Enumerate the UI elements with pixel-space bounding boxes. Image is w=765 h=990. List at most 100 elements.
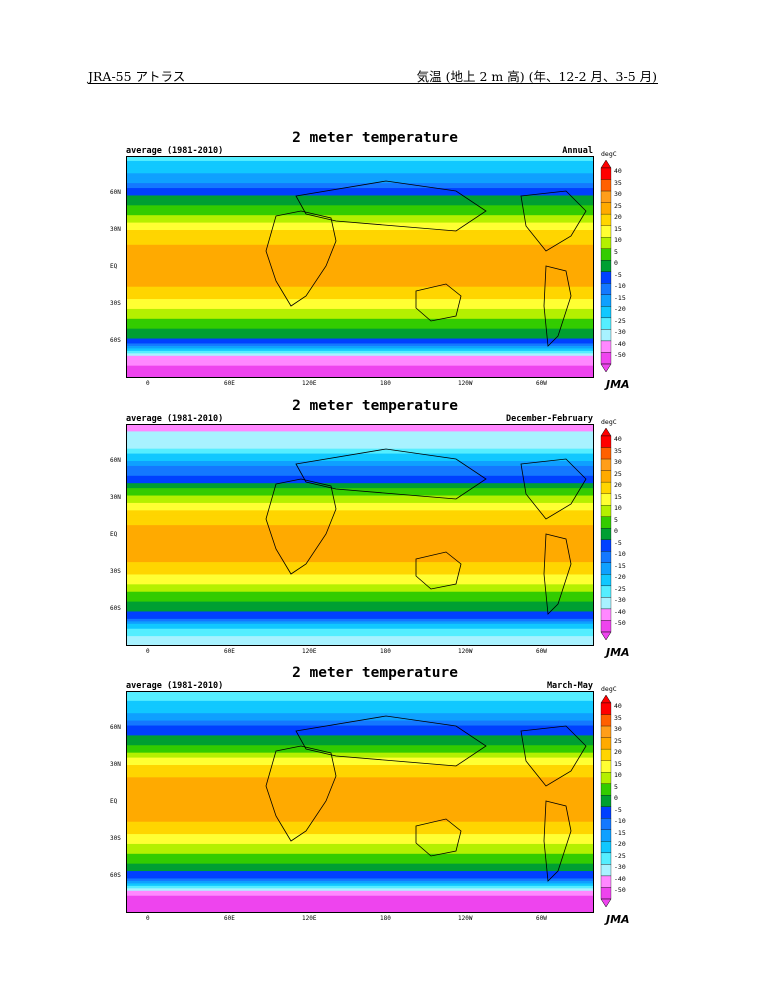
- temperature-band: [126, 723, 594, 727]
- chart-title: 2 meter temperature: [292, 130, 458, 146]
- temperature-band: [126, 446, 594, 450]
- temperature-band: [126, 517, 594, 521]
- temperature-band: [126, 170, 594, 174]
- temperature-band: [126, 438, 594, 442]
- temperature-band: [126, 431, 594, 435]
- temperature-band: [126, 762, 594, 766]
- map-frame: [126, 691, 594, 913]
- temperature-band: [126, 525, 594, 529]
- temperature-band: [126, 826, 594, 830]
- chart-title: 2 meter temperature: [292, 665, 458, 681]
- colorbar-swatch: [600, 818, 612, 830]
- temperature-band: [126, 510, 594, 514]
- temperature-band: [126, 715, 594, 719]
- colorbar-label: 25: [614, 736, 622, 745]
- colorbar-label: 35: [614, 178, 622, 187]
- temperature-band: [126, 465, 594, 469]
- temperature-band: [126, 358, 594, 362]
- temperature-band: [126, 767, 594, 771]
- chart-season-label: March-May: [546, 681, 593, 691]
- temperature-band: [126, 212, 594, 216]
- colorbar-swatch: [600, 737, 612, 750]
- temperature-band: [126, 544, 594, 548]
- colorbar-label: -50: [614, 886, 626, 895]
- temperature-band: [126, 424, 594, 428]
- colorbar-swatch: [600, 481, 612, 494]
- temperature-band: [126, 606, 594, 610]
- temperature-band: [126, 581, 594, 585]
- temperature-band: [126, 873, 594, 877]
- temperature-band: [126, 596, 594, 600]
- colorbar-swatch: [600, 852, 612, 865]
- colorbar-swatch: [600, 447, 612, 460]
- temperature-band: [126, 848, 594, 852]
- colorbar: [600, 160, 612, 372]
- x-tick-label: 180: [380, 380, 391, 387]
- temperature-band: [126, 839, 594, 843]
- temperature-band: [126, 365, 594, 369]
- x-tick-label: 0: [146, 648, 150, 655]
- temperature-band: [126, 520, 594, 524]
- temperature-band: [126, 522, 594, 526]
- temperature-band: [126, 197, 594, 201]
- coastline: [543, 533, 572, 615]
- temperature-band: [126, 321, 594, 325]
- temperature-band: [126, 355, 594, 359]
- temperature-band: [126, 436, 594, 440]
- temperature-band: [126, 328, 594, 332]
- temperature-band: [126, 341, 594, 345]
- temperature-band: [126, 490, 594, 494]
- temperature-band: [126, 898, 594, 902]
- chart-subtitle: average (1981-2010): [126, 414, 224, 424]
- temperature-band: [126, 601, 594, 605]
- temperature-band: [126, 281, 594, 285]
- colorbar-swatch: [600, 562, 612, 575]
- temperature-band: [126, 623, 594, 627]
- colorbar-label: 20: [614, 481, 622, 490]
- colorbar-label: 20: [614, 213, 622, 222]
- temperature-band: [126, 453, 594, 457]
- colorbar-label: -20: [614, 840, 626, 849]
- colorbar-swatch: [600, 202, 612, 215]
- temperature-band: [126, 239, 594, 243]
- temperature-band: [126, 160, 594, 164]
- temperature-band: [126, 834, 594, 838]
- temperature-band: [126, 468, 594, 472]
- colorbar-label: 30: [614, 458, 622, 467]
- temperature-band: [126, 846, 594, 850]
- temperature-band: [126, 636, 594, 640]
- temperature-band: [126, 215, 594, 219]
- temperature-band: [126, 549, 594, 553]
- colorbar-swatch: [600, 551, 612, 563]
- temperature-band: [126, 594, 594, 598]
- y-tick-label: 60S: [110, 337, 121, 344]
- temperature-band: [126, 725, 594, 729]
- temperature-band: [126, 370, 594, 374]
- temperature-band: [126, 718, 594, 722]
- colorbar-swatch: [600, 528, 612, 540]
- x-tick-label: 120E: [302, 915, 317, 922]
- temperature-band: [126, 819, 594, 823]
- temperature-band: [126, 569, 594, 573]
- colorbar-label: -40: [614, 607, 626, 616]
- temperature-band: [126, 284, 594, 288]
- y-tick-label: 60N: [110, 457, 121, 464]
- temperature-band: [126, 631, 594, 635]
- temperature-band: [126, 814, 594, 818]
- colorbar-swatch: [600, 352, 612, 365]
- temperature-band: [126, 242, 594, 246]
- temperature-band: [126, 856, 594, 860]
- temperature-band: [126, 158, 594, 162]
- temperature-band: [126, 628, 594, 632]
- temperature-band: [126, 700, 594, 704]
- temperature-band: [126, 222, 594, 226]
- colorbar-swatch: [600, 248, 612, 261]
- temperature-band: [126, 708, 594, 712]
- colorbar-swatch: [600, 875, 612, 888]
- chart-subtitle: average (1981-2010): [126, 681, 224, 691]
- colorbar-swatch: [600, 190, 612, 203]
- temperature-band: [126, 156, 594, 160]
- coastline: [295, 448, 487, 500]
- colorbar-bottom-arrow: [600, 898, 612, 907]
- colorbar-label: 20: [614, 748, 622, 757]
